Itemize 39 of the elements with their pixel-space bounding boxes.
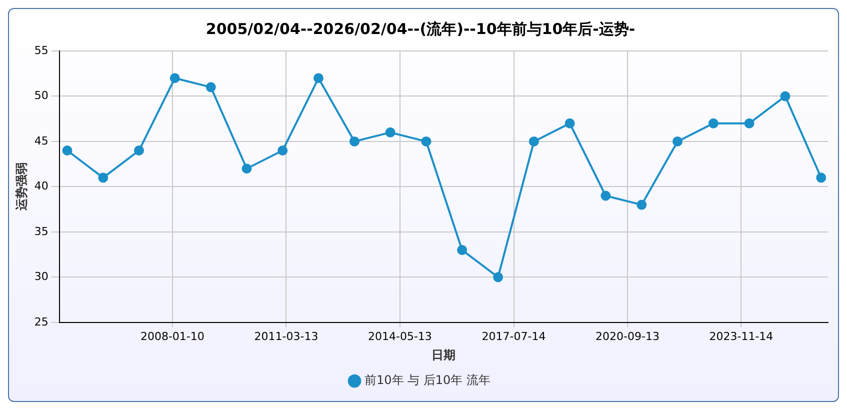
point: [457, 245, 468, 256]
point: [816, 172, 826, 183]
x-tick-label: 2014-05-13: [368, 330, 432, 343]
x-tick-label: 2008-01-10: [140, 330, 204, 343]
x-tick-label: 2020-09-13: [596, 330, 660, 343]
point: [780, 91, 790, 102]
y-tick-label: 45: [34, 134, 48, 148]
point: [421, 136, 432, 146]
point: [744, 118, 754, 128]
point: [672, 136, 683, 146]
y-tick-label: 55: [34, 44, 48, 57]
x-tick-label: 2011-03-13: [254, 330, 318, 343]
y-tick-label: 50: [34, 89, 48, 102]
point: [385, 127, 396, 138]
x-axis-title: 日期: [432, 348, 456, 362]
point: [636, 200, 647, 210]
point: [134, 146, 144, 156]
point: [528, 136, 539, 146]
chart-title: 2005/02/04--2026/02/04--(流年)--10年前与10年后-运势-: [206, 20, 636, 38]
point: [98, 172, 108, 183]
y-tick-label: 25: [34, 315, 48, 328]
point: [493, 272, 504, 282]
y-tick-label: 40: [34, 180, 48, 193]
x-tick-label: 2023-11-14: [709, 330, 774, 343]
point: [170, 73, 180, 84]
point: [600, 190, 611, 201]
point: [564, 118, 575, 128]
legend-label: 前10年 与 后10年 流年: [364, 373, 490, 388]
y-tick-label: 35: [34, 224, 48, 238]
x-tick-label: 2017-07-14: [482, 330, 546, 343]
point: [242, 164, 252, 174]
point: [62, 146, 72, 156]
point: [278, 146, 288, 156]
y-tick-label: 30: [34, 270, 48, 284]
point: [349, 136, 360, 146]
y-axis-title: 运势强弱: [14, 162, 28, 212]
point: [206, 82, 216, 92]
point: [313, 73, 324, 84]
point: [708, 118, 718, 128]
